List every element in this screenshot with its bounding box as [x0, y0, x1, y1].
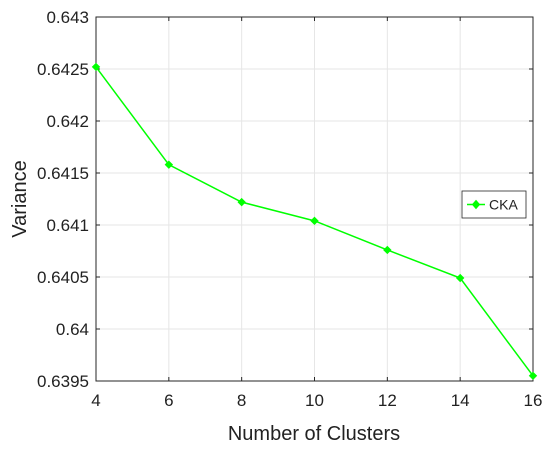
x-tick-label: 6 [164, 391, 173, 410]
x-tick-label: 4 [91, 391, 100, 410]
x-tick-label: 16 [524, 391, 543, 410]
y-tick-label: 0.6395 [37, 372, 89, 391]
data-point [237, 197, 246, 207]
axis-ticks [95, 16, 534, 382]
series-group [91, 62, 538, 381]
data-point [164, 160, 174, 169]
data-point [310, 216, 319, 226]
legend-label-cka: CKA [489, 197, 518, 213]
legend: CKA [461, 190, 527, 219]
x-tick-label: 10 [305, 391, 324, 410]
x-axis-label: Number of Clusters [228, 423, 400, 445]
data-point [528, 371, 538, 381]
y-tick-labels: 0.6395 0.64 0.6405 0.641 0.6415 0.642 0.6425 0.… [37, 8, 89, 391]
data-point [91, 62, 101, 72]
data-point [383, 245, 392, 255]
y-tick-label: 0.64 [56, 320, 89, 339]
y-axis-label: Variance [9, 160, 31, 237]
legend-marker-cka [471, 199, 481, 210]
y-tick-label: 0.6405 [37, 268, 89, 287]
x-tick-label: 8 [237, 391, 246, 410]
y-tick-label: 0.641 [46, 216, 89, 235]
y-tick-label: 0.642 [46, 112, 89, 131]
data-point [455, 273, 465, 283]
y-tick-label: 0.6425 [37, 60, 89, 79]
x-tick-label: 12 [378, 391, 397, 410]
y-tick-label: 0.643 [46, 8, 89, 27]
x-tick-labels: 4 6 8 10 12 14 16 [91, 391, 542, 410]
x-tick-label: 14 [451, 391, 470, 410]
y-tick-label: 0.6415 [37, 164, 89, 183]
